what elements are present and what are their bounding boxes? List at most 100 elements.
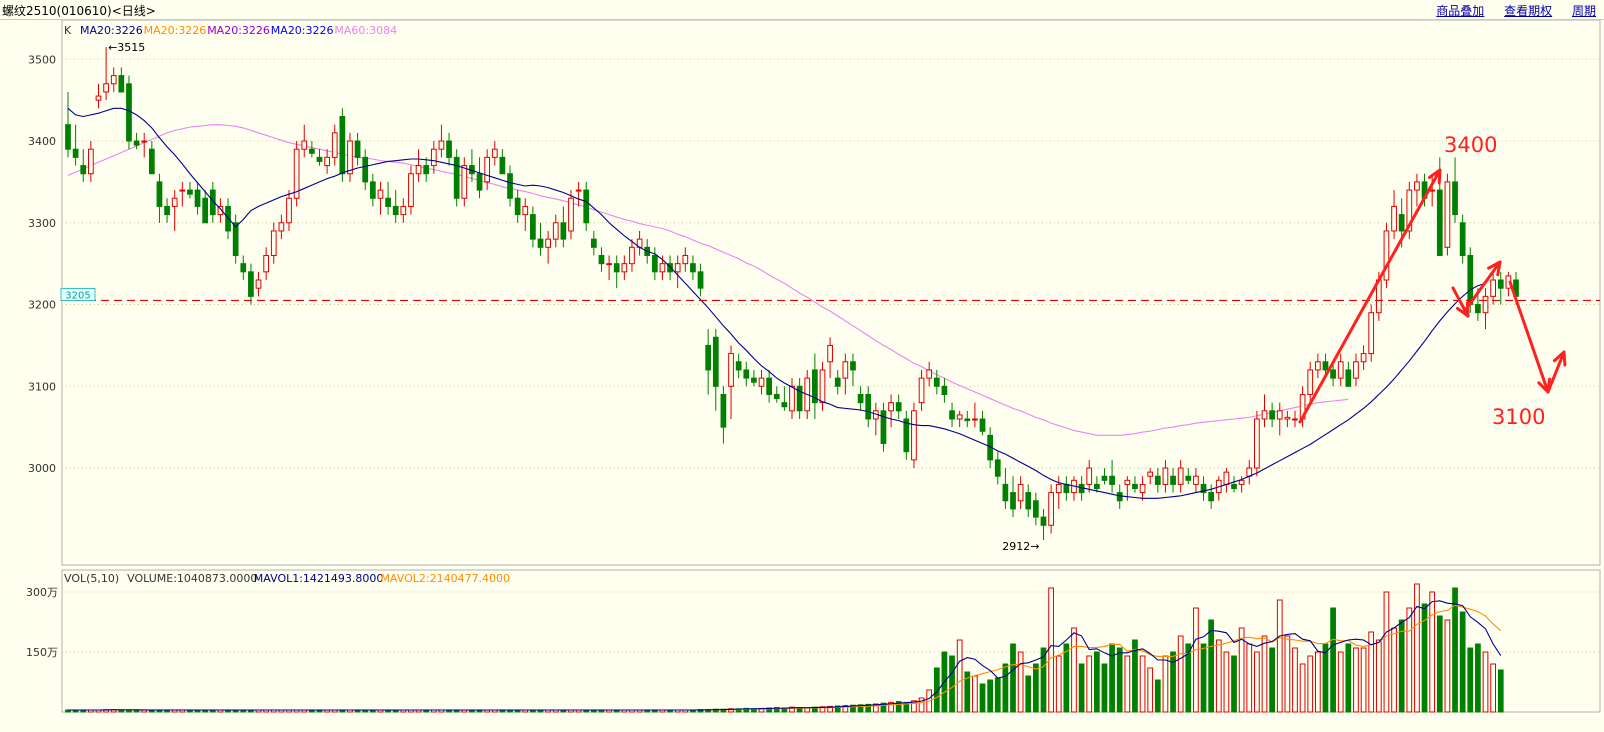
candle: [598, 247, 605, 272]
volume-bar: [1490, 663, 1496, 713]
overlay-link[interactable]: 商品叠加: [1436, 4, 1485, 18]
candle: [674, 255, 681, 289]
legend-item: MA60:3084: [334, 24, 397, 37]
volume-bar: [1033, 663, 1039, 713]
volume-bar: [1292, 647, 1298, 713]
volume-bar: [1444, 619, 1451, 713]
chart-title: 螺纹2510(010610)<日线>: [2, 4, 156, 18]
options-link[interactable]: 查看期权: [1504, 4, 1553, 18]
candle: [583, 181, 590, 231]
candle-body: [1459, 222, 1466, 256]
candle: [324, 149, 330, 174]
candle-body: [1154, 475, 1161, 485]
candle: [453, 149, 460, 207]
volume-bar: [1375, 639, 1382, 713]
volume-bar: [1307, 655, 1314, 713]
candle-body: [1406, 189, 1413, 232]
candle: [141, 132, 148, 158]
candle-body: [438, 140, 445, 150]
volume-bar: [1048, 587, 1054, 713]
candle: [530, 206, 536, 248]
candle-body: [1314, 361, 1321, 371]
candle-body: [743, 369, 750, 379]
candle: [362, 149, 369, 191]
candle: [202, 190, 209, 224]
candle-body: [590, 238, 597, 248]
candle: [1048, 484, 1054, 534]
candle: [972, 402, 978, 428]
candle: [1353, 353, 1359, 387]
candle: [1040, 508, 1047, 540]
candle-body: [263, 254, 270, 273]
candle: [438, 124, 445, 158]
volume-bar: [1040, 647, 1047, 713]
high-label: ←3515: [108, 41, 145, 54]
volume-bar: [994, 677, 1001, 713]
candle-body: [735, 361, 742, 371]
candle-body: [1429, 189, 1436, 192]
candle: [316, 149, 323, 166]
candle-body: [621, 263, 628, 273]
volume-bar: [1406, 607, 1413, 713]
candle-body: [682, 254, 689, 265]
candle-body: [408, 173, 414, 207]
candle: [65, 91, 71, 158]
candle: [705, 329, 712, 395]
candle-body: [95, 95, 102, 101]
candle-body: [651, 254, 658, 273]
candle-body: [1398, 214, 1405, 232]
candle-body: [1482, 295, 1489, 314]
candle-body: [674, 263, 681, 273]
candle-body: [65, 124, 71, 150]
candle-body: [583, 189, 590, 224]
candle: [187, 181, 193, 199]
volume-bar: [1452, 587, 1458, 713]
candle-body: [865, 393, 872, 420]
price-tick-label: 3000: [28, 462, 56, 475]
candle-body: [827, 344, 833, 363]
volume-bar: [1353, 647, 1359, 713]
candle-body: [1414, 181, 1420, 191]
candle: [1292, 410, 1298, 428]
volume-bar: [1093, 651, 1100, 713]
candle-body: [552, 222, 559, 240]
candle: [270, 222, 277, 264]
candle-body: [324, 156, 330, 167]
candle: [1330, 361, 1336, 387]
volume-bar: [1360, 647, 1367, 713]
candle: [743, 361, 750, 387]
volume-bar: [1101, 663, 1108, 713]
candle: [1177, 459, 1184, 493]
header-links: 商品叠加 查看期权 周期: [1420, 2, 1596, 19]
candle: [979, 410, 986, 436]
annotation-3400: 3400: [1444, 133, 1497, 157]
volume-bar: [1124, 655, 1131, 713]
volume-bar: [1254, 651, 1260, 713]
candle-body: [979, 418, 986, 432]
period-link[interactable]: 周期: [1571, 4, 1596, 18]
candle-body: [1368, 312, 1375, 355]
candle: [331, 124, 338, 166]
candle-body: [514, 197, 521, 216]
candle-body: [347, 140, 353, 175]
candle: [1010, 476, 1016, 518]
candle: [1261, 394, 1268, 428]
candle: [148, 141, 155, 175]
candle-body: [1337, 361, 1344, 379]
candle-body: [164, 205, 170, 216]
candle: [857, 386, 864, 411]
candle: [179, 181, 186, 207]
candle: [1482, 288, 1489, 330]
volume-bar: [1170, 651, 1176, 713]
candle: [872, 402, 879, 436]
candle: [949, 402, 955, 428]
candle-body: [781, 402, 788, 408]
price-tick-label: 3400: [28, 135, 56, 148]
candle-body: [1109, 475, 1115, 485]
candle: [1025, 484, 1032, 518]
candle-body: [903, 418, 910, 453]
volume-bar: [1010, 643, 1016, 713]
candle: [1208, 484, 1215, 509]
volume-bar: [911, 700, 917, 713]
candle: [697, 263, 704, 297]
